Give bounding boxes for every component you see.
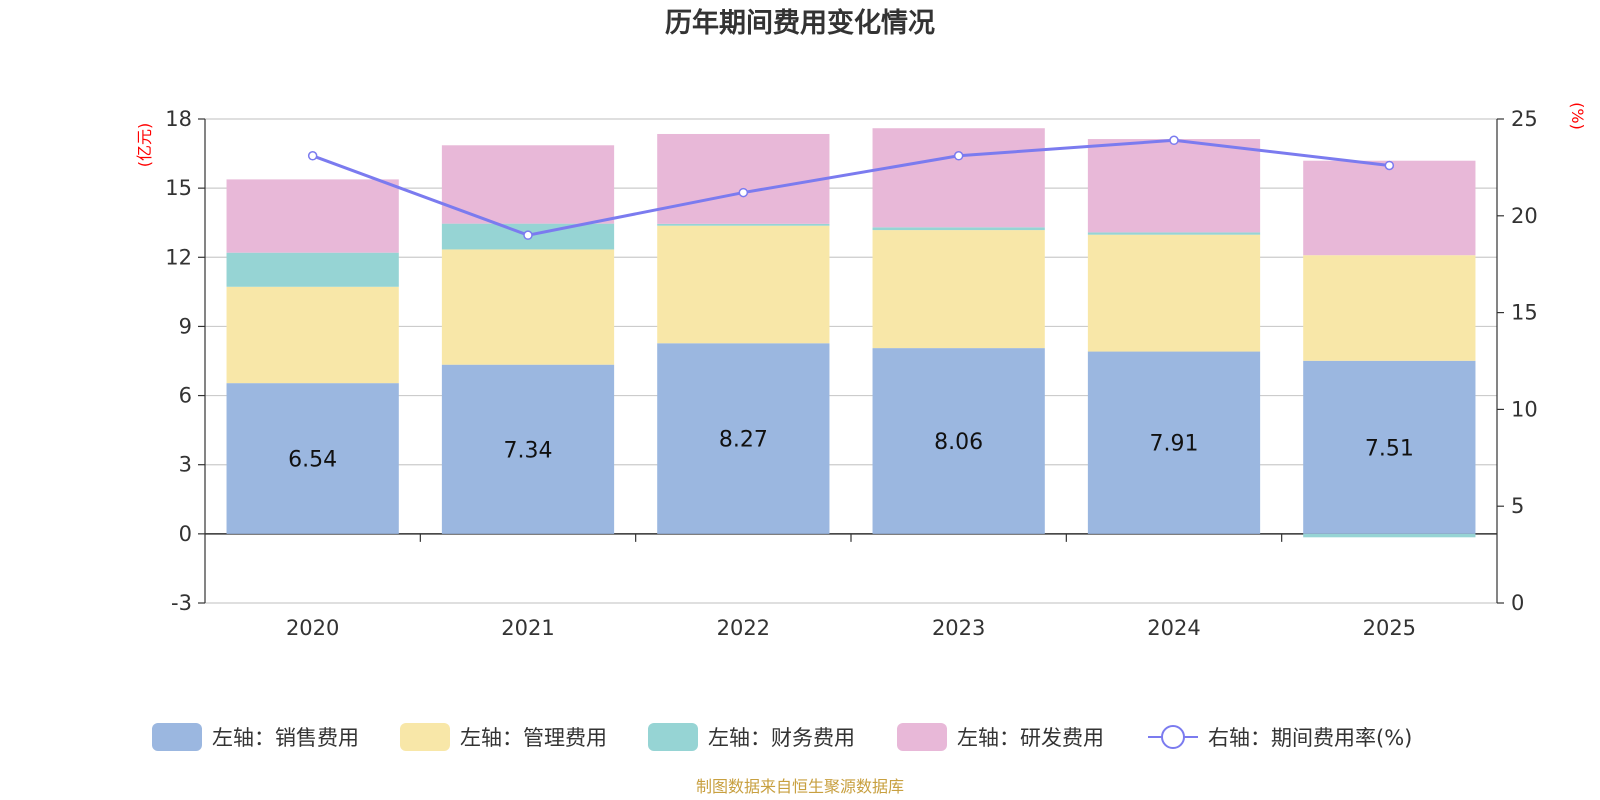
rate-line: [307, 135, 1395, 240]
right-tick-label: 20: [1511, 204, 1538, 228]
rate-point: [738, 187, 749, 198]
bar-segment: [1087, 232, 1261, 235]
bar-segment: [872, 230, 1045, 349]
bar-segment: [1303, 533, 1476, 538]
bar-segment: [1303, 360, 1476, 534]
rate-point: [307, 151, 318, 161]
bar-segment: [226, 383, 399, 534]
legend-label: 左轴：销售费用: [212, 726, 359, 750]
category-label: 2020: [286, 616, 339, 640]
rate-line-path: [312, 138, 1390, 237]
legend-swatch: [648, 723, 698, 751]
bar-segment: [1087, 351, 1261, 534]
left-tick-label: 18: [165, 107, 192, 131]
bar-segment: [872, 128, 1045, 228]
legend-swatch: [400, 723, 450, 751]
bar-segment: [441, 249, 615, 365]
legend: 左轴：销售费用 左轴：管理费用 左轴：财务费用 左轴：研发费用 右轴：期间费用率(%): [152, 723, 1412, 751]
rate-point: [953, 151, 964, 161]
legend-label: 左轴：财务费用: [708, 726, 855, 750]
left-tick-label: 0: [179, 522, 192, 546]
bar-value-label: 7.34: [504, 438, 553, 463]
right-tick-label: 10: [1511, 397, 1538, 421]
category-label: 2022: [717, 616, 770, 640]
bar-segment: [872, 348, 1045, 534]
left-tick-label: 12: [165, 245, 192, 269]
category-label: 2024: [1147, 616, 1200, 640]
category-label: 2025: [1363, 616, 1416, 640]
bar-segment: [226, 179, 399, 253]
legend-label: 左轴：管理费用: [460, 726, 607, 750]
bar-segment: [657, 223, 830, 226]
left-tick-label: 15: [165, 176, 192, 200]
right-axis-unit: (%): [1568, 102, 1587, 130]
right-tick-label: 15: [1511, 301, 1538, 325]
bar-value-label: 8.27: [719, 428, 768, 453]
bar-segment: [1303, 255, 1476, 361]
bar-value-label: 7.91: [1150, 432, 1199, 457]
right-tick-label: 25: [1511, 107, 1538, 131]
bar-segment: [226, 252, 399, 287]
category-label: 2023: [932, 616, 985, 640]
legend-swatch: [152, 723, 202, 751]
bar-segment: [657, 343, 830, 534]
legend-label: 右轴：期间费用率(%): [1208, 726, 1412, 750]
bar-segment: [657, 133, 830, 224]
rate-point: [1169, 135, 1179, 146]
legend-line-marker: [1161, 725, 1185, 749]
legend-swatch: [897, 723, 947, 751]
bar-value-label: 6.54: [288, 447, 337, 472]
category-label: 2021: [501, 616, 554, 640]
left-tick-label: 3: [179, 453, 192, 477]
bar-stacks: [226, 128, 1476, 538]
bar-labels: 6.54 7.34 8.27 8.06 7.91 7.51: [288, 428, 1414, 473]
rate-point: [1384, 160, 1395, 171]
bar-value-label: 8.06: [934, 430, 983, 455]
right-tick-label: 0: [1511, 591, 1524, 615]
bar-segment: [872, 227, 1045, 231]
rate-point: [523, 230, 533, 240]
legend-label: 左轴：研发费用: [957, 726, 1104, 750]
bar-segment: [441, 145, 615, 224]
left-tick-label: -3: [171, 591, 192, 615]
chart-title: 历年期间费用变化情况: [665, 7, 935, 39]
bar-segment: [1087, 139, 1261, 233]
right-tick-label: 5: [1511, 494, 1524, 518]
bar-segment: [657, 225, 830, 344]
bar-segment: [1087, 234, 1261, 352]
bar-segment: [226, 286, 399, 384]
bar-segment: [1303, 160, 1476, 256]
bar-segment: [441, 364, 615, 534]
left-tick-label: 9: [179, 314, 192, 338]
left-axis-unit: (亿元): [135, 123, 154, 168]
bar-value-label: 7.51: [1365, 436, 1414, 461]
left-tick-label: 6: [179, 384, 192, 408]
source-note: 制图数据来自恒生聚源数据库: [696, 777, 904, 796]
